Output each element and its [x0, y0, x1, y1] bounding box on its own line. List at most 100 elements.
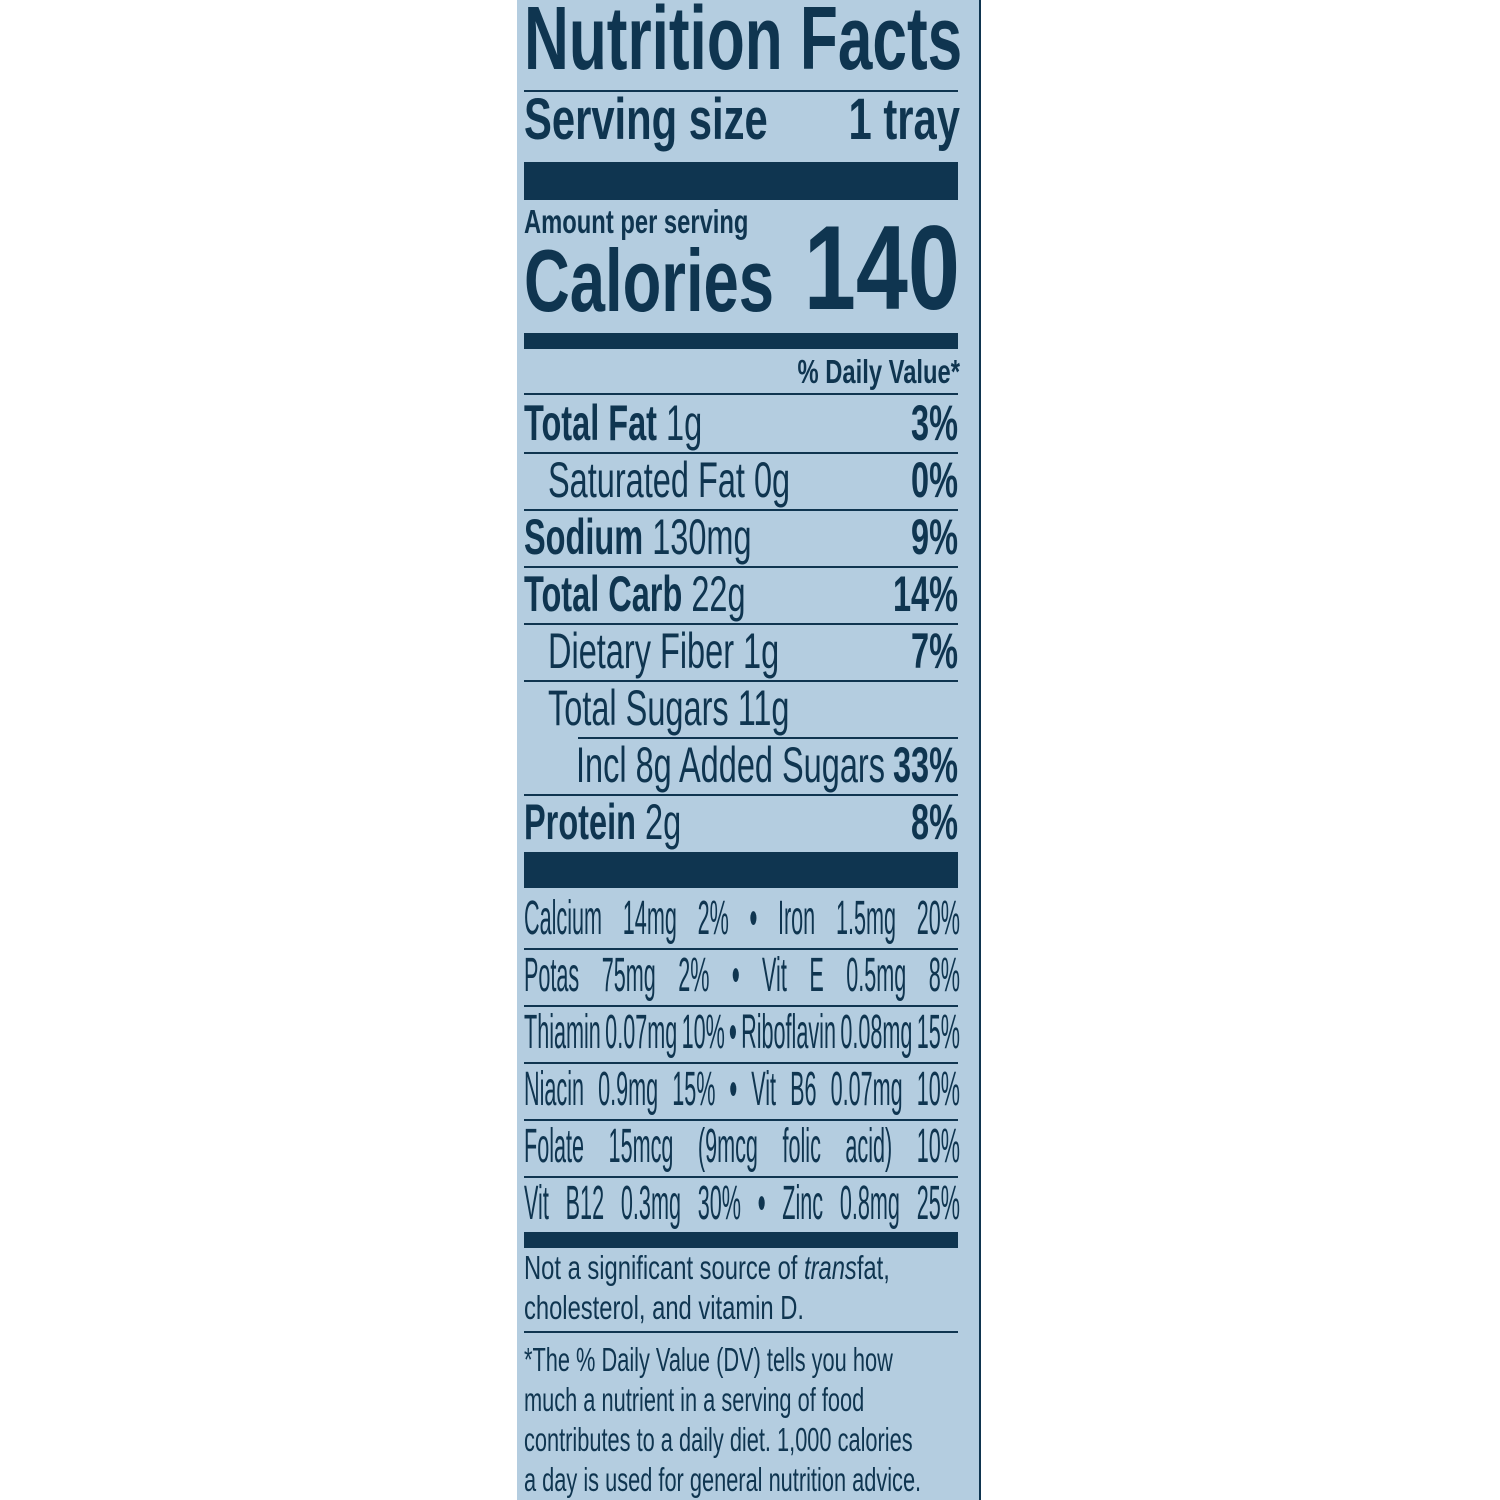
nutrient-daily-value: 14% [892, 566, 958, 622]
nutrient-daily-value: 7% [911, 623, 958, 679]
nutrient-name-amount: Dietary Fiber 1g [548, 626, 779, 676]
nutrient-amount: 22g [691, 566, 746, 622]
nutrient-row: Sodium 130mg 9% [524, 512, 958, 562]
vitamin-token: Zinc [782, 1177, 824, 1230]
vitamin-token: 0.5mg [846, 949, 907, 1002]
bullet-separator: • [749, 892, 758, 945]
nutrient-amount: 1g [666, 395, 703, 451]
vitamin-token: 10% [916, 1063, 960, 1116]
vitamin-token: folic [782, 1120, 821, 1173]
divider [524, 1119, 958, 1121]
divider [524, 680, 958, 682]
nutrient-daily-value: 3% [911, 395, 958, 451]
vitamin-token: Vit [751, 1063, 777, 1116]
divider [524, 948, 958, 950]
vitamin-token: Potas [524, 949, 580, 1002]
calories-value-row: 140 [524, 208, 960, 328]
vitamin-token: Vit [524, 1177, 549, 1230]
vitamin-row: Vit B12 0.3mg 30% • Zinc 0.8mg 25% [524, 1180, 960, 1228]
vitamin-token: Folate [524, 1120, 585, 1173]
vitamin-token: E [809, 949, 824, 1002]
divider [524, 452, 958, 454]
divider [524, 1005, 958, 1007]
serving-size-value: 1 tray [848, 87, 960, 152]
nutrient-name: Total Carb [524, 566, 683, 622]
nutrient-row: Protein 2g 8% [524, 797, 958, 847]
vitamin-token: 15% [916, 1006, 960, 1059]
nutrient-row: Total Carb 22g 14% [524, 569, 958, 619]
nutrient-amount: 130mg [652, 509, 752, 565]
thick-divider [524, 162, 958, 200]
bullet-separator: • [731, 949, 740, 1002]
footnote-text: contributes to a daily diet. 1,000 calor… [524, 1421, 913, 1458]
divider [524, 623, 958, 625]
vitamin-token: 14mg [622, 892, 677, 945]
vitamin-token: 2% [678, 949, 710, 1002]
divider [524, 1331, 958, 1333]
vitamin-token: 0.08mg [840, 1006, 913, 1059]
nutrient-name-amount: Total Sugars 11g [548, 683, 790, 733]
nutrient-name: Incl 8g Added Sugars [576, 737, 885, 793]
footnote-line: *The % Daily Value (DV) tells you how [524, 1343, 968, 1376]
vitamin-token: 15% [672, 1063, 716, 1116]
nutrient-name-amount: Total Carb 22g [524, 569, 746, 619]
vitamin-row: Folate 15mcg (9mcg folic acid) 10% [524, 1123, 960, 1171]
divider [578, 737, 958, 739]
footnote-line: contributes to a daily diet. 1,000 calor… [524, 1423, 968, 1456]
nutrient-name-amount: Saturated Fat 0g [548, 455, 790, 505]
footnote-line: much a nutrient in a serving of food [524, 1383, 968, 1416]
serving-size-label: Serving size [524, 87, 768, 152]
vitamin-token: Iron [777, 892, 816, 945]
nutrient-row: Incl 8g Added Sugars 33% [576, 740, 958, 790]
vitamin-token: 0.9mg [598, 1063, 659, 1116]
nutrient-amount: 1g [743, 623, 780, 679]
vitamin-token: Niacin [524, 1063, 585, 1116]
divider [524, 1062, 958, 1064]
divider [524, 90, 958, 92]
nutrient-name-amount: Sodium 130mg [524, 512, 752, 562]
vitamin-token: 0.07mg [605, 1006, 678, 1059]
divider [524, 566, 958, 568]
vitamin-token: Riboflavin [741, 1006, 836, 1059]
vitamin-token: Calcium [524, 892, 603, 945]
vitamin-token: 2% [697, 892, 729, 945]
nutrient-daily-value: 0% [911, 452, 958, 508]
nutrient-amount: 2g [645, 794, 682, 850]
vitamin-token: 0.8mg [839, 1177, 900, 1230]
nutrient-row: Dietary Fiber 1g 7% [548, 626, 958, 676]
nutrition-label-panel [517, 0, 981, 1500]
nutrient-row: Total Sugars 11g [548, 683, 958, 733]
footnote-text: fat, [856, 1249, 890, 1286]
divider [524, 393, 958, 395]
vitamin-token: 0.3mg [620, 1177, 681, 1230]
amount-per-serving: Amount per serving [524, 203, 749, 240]
bullet-separator: • [729, 1063, 738, 1116]
vitamin-token: 1.5mg [835, 892, 896, 945]
vitamin-row: Potas 75mg 2% • Vit E 0.5mg 8% [524, 952, 960, 1000]
vitamin-token: acid) [845, 1120, 893, 1173]
nutrient-amount: 11g [737, 680, 790, 736]
bullet-separator: • [729, 1006, 737, 1059]
vitamin-token: B6 [790, 1063, 817, 1116]
label-title-row: Nutrition Facts [524, 0, 963, 89]
nutrient-daily-value: 9% [911, 509, 958, 565]
divider [524, 509, 958, 511]
footnote-text: much a nutrient in a serving of food [524, 1381, 865, 1418]
footnote-italic-trans: trans [803, 1249, 857, 1286]
vitamin-token: 8% [928, 949, 960, 1002]
vitamin-token: 10% [681, 1006, 725, 1059]
calories-label-row: Calories [524, 237, 960, 325]
vitamin-token: 10% [916, 1120, 960, 1173]
footnote-trans-line-1: Not a significant source of trans fat, [524, 1251, 964, 1284]
vitamin-token: 75mg [601, 949, 656, 1002]
vitamin-token: 20% [916, 892, 960, 945]
label-title: Nutrition Facts [524, 0, 963, 89]
footnote-text: cholesterol, and vitamin D. [524, 1289, 804, 1326]
daily-value-header-row: % Daily Value* [524, 355, 960, 388]
divider [524, 794, 958, 796]
nutrient-name: Saturated Fat [548, 452, 745, 508]
nutrient-name-amount: Total Fat 1g [524, 398, 702, 448]
nutrient-name-amount: Incl 8g Added Sugars [576, 740, 885, 790]
footnote-trans-line-2: cholesterol, and vitamin D. [524, 1291, 960, 1324]
nutrient-row: Saturated Fat 0g 0% [548, 455, 958, 505]
